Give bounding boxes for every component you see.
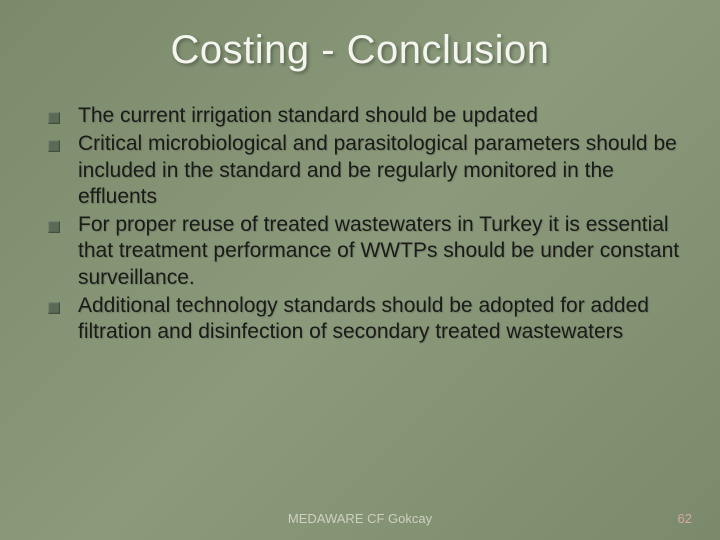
bullet-text: For proper reuse of treated wastewaters … [78,212,680,291]
bullet-text: Critical microbiological and parasitolog… [78,131,680,210]
list-item: Additional technology standards should b… [48,293,680,346]
list-item: The current irrigation standard should b… [48,103,680,129]
footer-author: MEDAWARE CF Gokcay [288,511,432,526]
square-bullet-icon [48,302,60,314]
slide-content: The current irrigation standard should b… [0,93,720,345]
slide-title: Costing - Conclusion [0,0,720,93]
square-bullet-icon [48,221,60,233]
square-bullet-icon [48,112,60,124]
list-item: For proper reuse of treated wastewaters … [48,212,680,291]
square-bullet-icon [48,140,60,152]
slide-footer: MEDAWARE CF Gokcay 62 [0,511,720,526]
footer-page-number: 62 [678,511,692,526]
slide: Costing - Conclusion The current irrigat… [0,0,720,540]
list-item: Critical microbiological and parasitolog… [48,131,680,210]
bullet-text: The current irrigation standard should b… [78,103,680,129]
bullet-text: Additional technology standards should b… [78,293,680,346]
